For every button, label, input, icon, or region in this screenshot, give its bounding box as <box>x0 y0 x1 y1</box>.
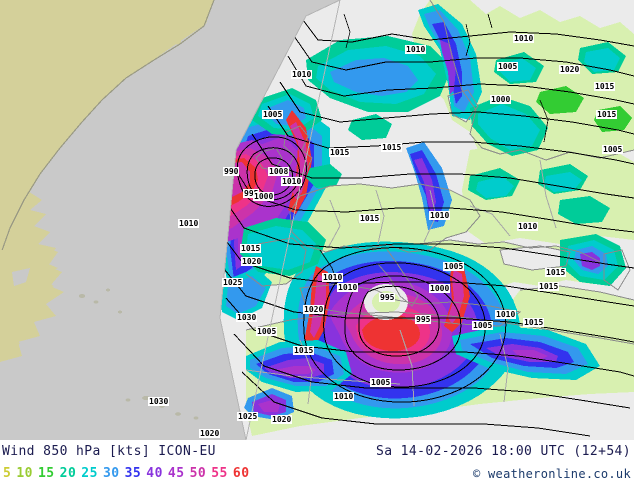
isobar-label: 1020 <box>303 305 325 314</box>
isobar-label: 1010 <box>495 310 517 319</box>
valid-time: Sa 14-02-2026 18:00 UTC (12+54) <box>375 444 631 459</box>
isobar-label: 1005 <box>472 321 494 330</box>
isobar-label: 1010 <box>333 392 355 401</box>
isobar-label: 1005 <box>256 327 278 336</box>
isobar-label: 1005 <box>443 262 465 271</box>
isobar-label: 1015 <box>381 143 403 152</box>
scattered-lightgreen <box>536 86 632 132</box>
scale-tick-30: 30 <box>102 466 120 481</box>
isobar-label: 1000 <box>253 192 275 201</box>
isobar-label: 1020 <box>271 415 293 424</box>
isobar-label: 995 <box>243 189 260 198</box>
isobar-label: 1005 <box>602 145 624 154</box>
isobar-label: 1005 <box>262 110 284 119</box>
scale-tick-5: 5 <box>3 466 12 481</box>
isobar-label: 990 <box>223 167 240 176</box>
scale-tick-50: 50 <box>189 466 207 481</box>
isobar-label: 1010 <box>517 222 539 231</box>
isobar-label: 1015 <box>329 148 351 157</box>
isobar-label: 1015 <box>596 110 618 119</box>
isobar-label: 1000 <box>490 95 512 104</box>
isobar-label: 1010 <box>178 219 200 228</box>
isobar-label: 1015 <box>359 214 381 223</box>
trough-lines <box>319 13 549 291</box>
isobar-label: 1010 <box>281 177 303 186</box>
isobar-label: 995 <box>379 293 396 302</box>
isobar-label: 1020 <box>199 429 221 438</box>
isobar-label: 1020 <box>241 257 263 266</box>
scale-tick-40: 40 <box>146 466 163 481</box>
isobar-label: 1015 <box>523 318 545 327</box>
isobar-label: 1010 <box>513 34 535 43</box>
isobar-label: 1030 <box>236 313 258 322</box>
scale-tick-55: 55 <box>211 466 228 481</box>
isobar-label: 1005 <box>497 62 519 71</box>
isobar-label: 1005 <box>370 378 392 387</box>
isobar-label: 1010 <box>405 45 427 54</box>
isobar-label: 1025 <box>237 412 259 421</box>
copyright-notice: © weatheronline.co.uk <box>472 467 631 481</box>
isobar-label: 1015 <box>538 282 560 291</box>
color-scale-legend: 5 10 15 20 25 30 35 40 45 50 55 60 <box>3 466 255 481</box>
map-svg <box>0 0 634 440</box>
isobar-label: 1010 <box>291 70 313 79</box>
isobar-label: 1010 <box>337 283 359 292</box>
isobar-label: 1010 <box>429 211 451 220</box>
map-footer: Wind 850 hPa [kts] ICON-EU Sa 14-02-2026… <box>0 440 634 490</box>
scale-tick-20: 20 <box>59 466 77 481</box>
isobar-label: 1008 <box>268 167 290 176</box>
south-mediterranean-bands <box>452 326 600 380</box>
scale-tick-15: 15 <box>37 466 55 481</box>
domain-boundary <box>219 0 341 440</box>
isobar-label: 1015 <box>545 268 567 277</box>
scale-tick-60: 60 <box>232 466 250 481</box>
scale-tick-35: 35 <box>124 466 142 481</box>
isobar-label: 995 <box>415 315 432 324</box>
isobar-contours <box>220 15 634 437</box>
isobar-label: 1025 <box>222 278 244 287</box>
isobar-label: 1015 <box>594 82 616 91</box>
isobar-label: 1030 <box>148 397 170 406</box>
scale-tick-25: 25 <box>81 466 98 481</box>
isobar-label: 1010 <box>322 273 344 282</box>
isobar-label: 1000 <box>429 284 451 293</box>
isobar-label: 1015 <box>293 346 315 355</box>
isobar-label: 1015 <box>240 244 262 253</box>
weather-map-canvas[interactable]: 1010 1010 1005 1020 1000 1015 1005 1010 1015 1015… <box>0 0 634 440</box>
product-title: Wind 850 hPa [kts] ICON-EU <box>2 444 216 459</box>
scale-tick-45: 45 <box>167 466 185 481</box>
scale-tick-10: 10 <box>16 466 33 481</box>
isobar-label: 1020 <box>559 65 581 74</box>
